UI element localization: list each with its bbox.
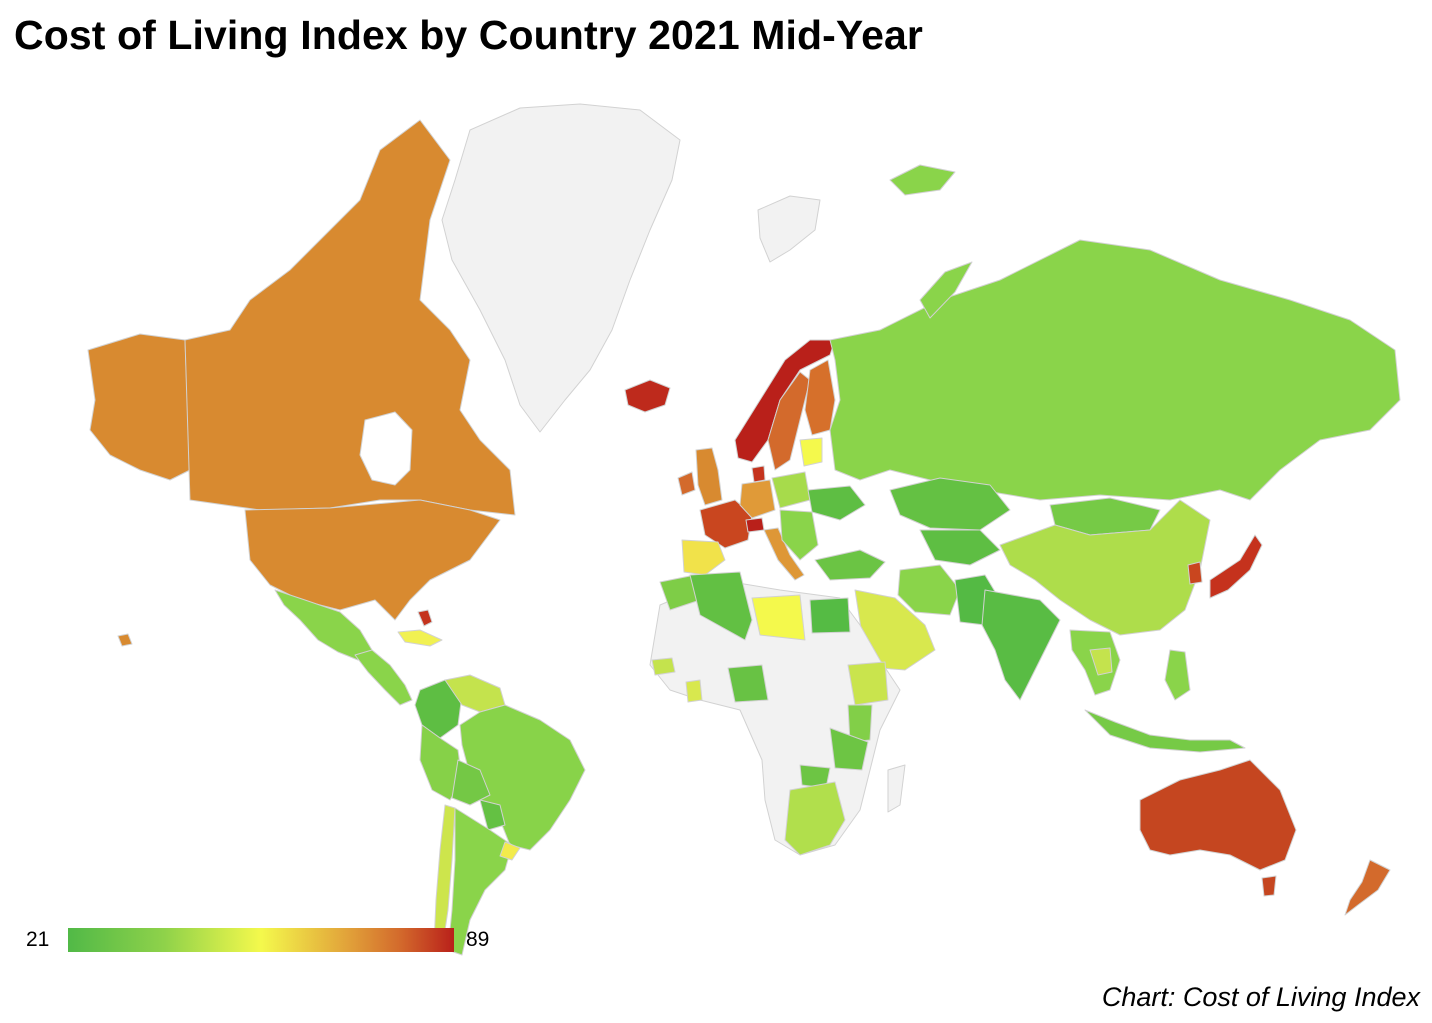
region-ukraine [807,485,866,521]
region-germany [739,479,776,519]
region-brazil [459,704,586,851]
region-caribbean [397,629,443,647]
region-nigeria [727,664,769,703]
region-hawaii [117,633,133,647]
region-switzerland [745,517,765,533]
region-algeria [689,571,753,641]
region-japan [1209,534,1263,599]
region-denmark [751,465,766,483]
region-alaska [87,333,191,481]
region-spain [681,539,726,576]
region-russian-arctic-islands [889,164,956,196]
world-map [87,103,1401,956]
region-ireland [677,471,696,496]
region-united-kingdom [695,447,723,506]
region-canada [184,119,516,516]
region-greenland [441,103,681,433]
region-central-asia [919,529,1001,566]
region-hudson-bay [359,411,413,486]
region-united-states [244,499,501,621]
legend-min-label: 21 [26,928,50,951]
region-finland [804,359,836,436]
region-south-korea [1187,561,1203,585]
region-argentina [447,807,513,956]
region-iran [897,564,961,616]
region-baltics [799,437,823,467]
region-poland [771,471,811,509]
region-indonesia [1084,709,1246,753]
region-ethiopia [847,661,889,706]
region-russia [829,239,1401,501]
region-new-zealand [1344,859,1391,916]
region-ghana [685,679,703,703]
region-sweden [767,371,811,471]
region-philippines [1164,649,1191,701]
region-uruguay [499,841,521,861]
region-madagascar [887,764,906,813]
chart-source-credit: Chart: Cost of Living Index [1101,982,1420,1012]
region-kenya [847,704,873,743]
region-turkey [814,549,886,581]
region-bahamas [417,609,433,627]
region-svalbard [757,195,821,263]
region-novaya-zemlya [919,261,973,319]
region-italy [763,527,805,581]
legend-max-label: 89 [466,928,490,951]
region-egypt [809,597,851,634]
region-india [981,589,1061,701]
region-kazakhstan [889,477,1011,531]
region-tasmania [1261,875,1277,897]
region-mexico [274,589,373,661]
region-central-america [354,649,413,706]
region-south-africa [784,781,846,856]
region-libya [751,594,806,641]
region-china [999,499,1211,636]
region-norway [734,339,836,463]
region-australia [1139,759,1297,871]
map-title: Cost of Living Index by Country 2021 Mid… [14,12,923,58]
region-balkans [779,509,819,561]
region-iceland [624,379,671,413]
region-tanzania [829,727,869,771]
legend-color-scale [68,928,454,952]
region-thailand [1089,647,1113,676]
region-paraguay [479,799,506,831]
region-west-africa [651,657,676,676]
region-france [699,499,753,549]
